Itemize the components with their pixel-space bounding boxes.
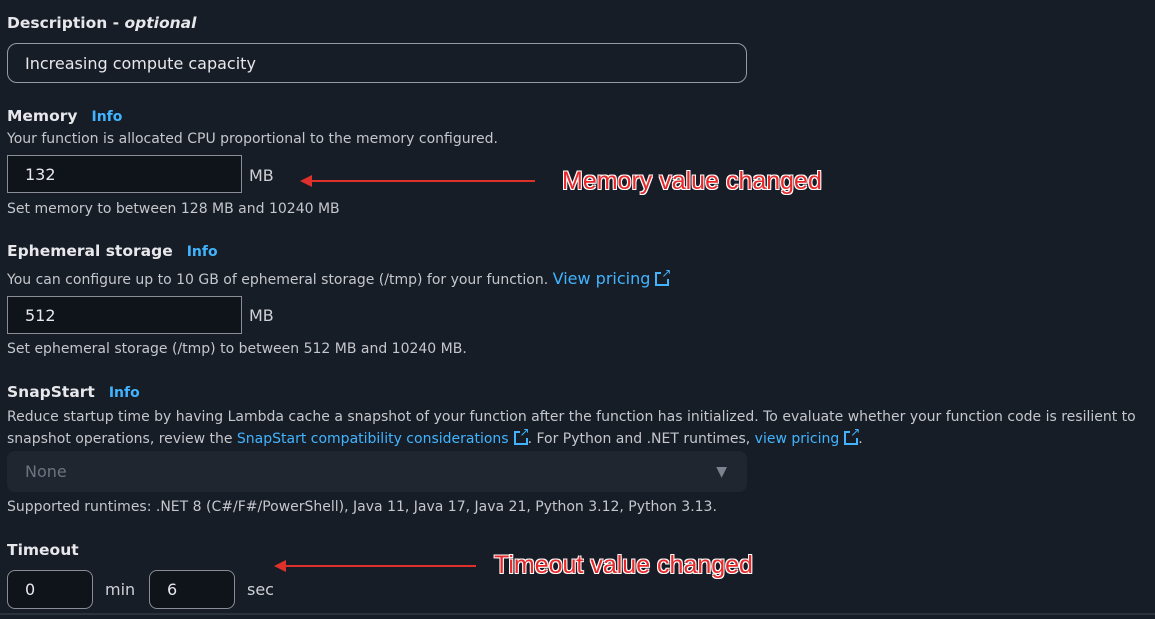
snapstart-select[interactable]: None ▼ <box>7 451 747 492</box>
compatibility-link[interactable]: SnapStart compatibility considerations <box>236 431 509 447</box>
memory-help: Your function is allocated CPU proportio… <box>7 131 498 147</box>
memory-constraint: Set memory to between 128 MB and 10240 M… <box>7 201 340 217</box>
ephemeral-help: You can configure up to 10 GB of ephemer… <box>7 267 672 288</box>
snapstart-help: Reduce startup time by having Lambda cac… <box>7 406 1147 450</box>
timeout-label: Timeout <box>7 541 79 559</box>
ephemeral-input[interactable]: 512 <box>7 296 242 334</box>
ephemeral-value: 512 <box>25 305 56 325</box>
help-text: . <box>858 431 863 447</box>
label-text: Ephemeral storage <box>7 242 173 260</box>
memory-value: 132 <box>25 164 56 184</box>
supported-runtimes: Supported runtimes: .NET 8 (C#/F#/PowerS… <box>7 499 717 515</box>
view-pricing-link[interactable]: View pricing <box>552 269 651 288</box>
annotation-arrow <box>274 560 476 572</box>
timeout-min-input[interactable]: 0 <box>7 570 93 609</box>
description-input[interactable]: Increasing compute capacity <box>7 43 747 83</box>
ephemeral-info-link[interactable]: Info <box>186 244 218 260</box>
external-link-icon <box>513 426 530 445</box>
annotation-arrow <box>300 175 535 187</box>
timeout-sec-input[interactable]: 6 <box>149 570 235 609</box>
help-text: . For Python and .NET runtimes, <box>527 431 751 447</box>
memory-label: Memory Info <box>7 107 122 125</box>
label-text: SnapStart <box>7 383 95 401</box>
select-value: None <box>25 462 67 481</box>
optional-text: optional <box>124 14 197 32</box>
ephemeral-label: Ephemeral storage Info <box>7 242 218 260</box>
memory-info-link[interactable]: Info <box>91 109 123 125</box>
ephemeral-unit: MB <box>249 306 274 325</box>
external-link-icon <box>844 426 861 445</box>
snapstart-label: SnapStart Info <box>7 383 140 401</box>
snapstart-info-link[interactable]: Info <box>108 385 140 401</box>
memory-annotation: Memory value changed <box>562 167 822 195</box>
sec-value: 6 <box>167 580 178 599</box>
help-text: You can configure up to 10 GB of ephemer… <box>7 272 549 288</box>
view-pricing-link[interactable]: view pricing <box>754 431 840 447</box>
min-unit: min <box>105 580 136 599</box>
sec-unit: sec <box>247 580 274 599</box>
label-text: Memory <box>7 107 78 125</box>
memory-unit: MB <box>249 166 274 185</box>
label-text: Description <box>7 14 108 32</box>
external-link-icon <box>655 267 672 286</box>
description-label: Description - optional <box>7 14 197 32</box>
min-value: 0 <box>25 580 36 599</box>
divider <box>0 613 1155 615</box>
description-value: Increasing compute capacity <box>25 53 256 73</box>
memory-input[interactable]: 132 <box>7 155 242 193</box>
timeout-annotation: Timeout value changed <box>494 551 753 579</box>
caret-down-icon: ▼ <box>716 463 727 480</box>
ephemeral-constraint: Set ephemeral storage (/tmp) to between … <box>7 341 467 357</box>
help-text: Reduce startup time by having Lambda cac… <box>7 409 1136 447</box>
